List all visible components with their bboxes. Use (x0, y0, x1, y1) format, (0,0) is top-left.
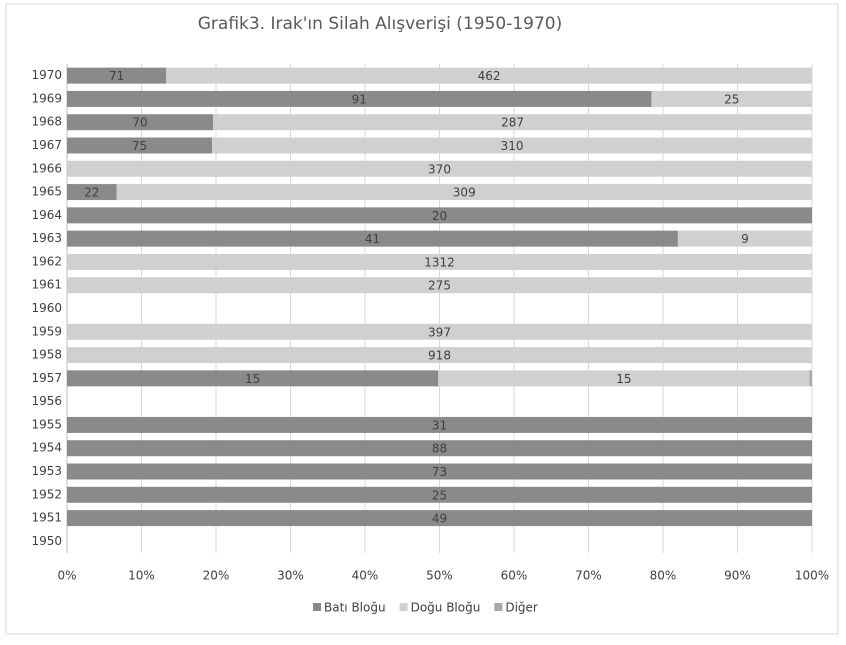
data-label: 275 (428, 279, 451, 293)
y-tick-label: 1954 (31, 441, 62, 455)
x-tick-label: 70% (575, 569, 602, 583)
data-label: 462 (478, 69, 501, 83)
y-tick-label: 1969 (31, 91, 62, 105)
bar-segment (67, 416, 812, 433)
y-tick-label: 1970 (31, 68, 62, 82)
data-label: 9 (741, 232, 749, 246)
y-tick-label: 1960 (31, 301, 62, 315)
y-tick-label: 1958 (31, 348, 62, 362)
data-label: 75 (132, 139, 147, 153)
data-label: 370 (428, 162, 451, 176)
y-tick-label: 1950 (31, 534, 62, 548)
data-label: 49 (432, 512, 447, 526)
x-tick-label: 90% (724, 569, 751, 583)
x-tick-label: 0% (57, 569, 76, 583)
bar-segment (67, 160, 812, 177)
data-label: 91 (352, 92, 367, 106)
bar-segment (677, 230, 812, 247)
legend-swatch (313, 603, 321, 611)
y-tick-label: 1966 (31, 161, 62, 175)
data-label: 918 (428, 349, 451, 363)
bar-segment (67, 230, 678, 247)
x-tick-label: 50% (426, 569, 453, 583)
y-tick-label: 1952 (31, 487, 62, 501)
data-label: 41 (365, 232, 380, 246)
x-tick-label: 20% (203, 569, 230, 583)
data-label: 70 (132, 116, 147, 130)
y-tick-label: 1951 (31, 511, 62, 525)
bar-segment (651, 90, 812, 107)
bar-segment (67, 67, 167, 84)
y-tick-label: 1957 (31, 371, 62, 385)
legend-swatch (494, 603, 503, 611)
bar-segment (438, 370, 810, 387)
data-label: 20 (432, 209, 447, 223)
chart-frame (5, 3, 839, 635)
y-tick-label: 1964 (31, 208, 62, 222)
x-tick-label: 30% (277, 569, 304, 583)
y-tick-label: 1955 (31, 417, 62, 431)
y-tick-label: 1962 (31, 254, 62, 268)
data-label: 310 (501, 139, 524, 153)
bar-segment (67, 463, 812, 480)
y-tick-label: 1968 (31, 115, 62, 129)
y-tick-label: 1963 (31, 231, 62, 245)
bar-segment (213, 114, 812, 131)
data-label: 25 (724, 92, 739, 106)
legend-label: Batı Bloğu (324, 601, 386, 615)
x-tick-label: 60% (501, 569, 528, 583)
data-label: 73 (432, 465, 447, 479)
bar-segment (67, 347, 812, 364)
y-tick-label: 1959 (31, 324, 62, 338)
chart-title: Grafik3. Irak'ın Silah Alışverişi (1950-… (198, 14, 563, 34)
data-label: 15 (245, 372, 260, 386)
y-tick-label: 1956 (31, 394, 62, 408)
data-label: 25 (432, 488, 447, 502)
bar-segment (67, 486, 812, 503)
data-label: 1312 (424, 255, 455, 269)
legend-label: Diğer (505, 601, 538, 615)
x-tick-label: 80% (650, 569, 677, 583)
x-tick-label: 10% (128, 569, 155, 583)
bar-segment (212, 137, 812, 154)
x-tick-label: 100% (795, 569, 829, 583)
y-tick-label: 1965 (31, 185, 62, 199)
bar-segment (67, 90, 652, 107)
bar-segment (67, 510, 812, 527)
data-label: 71 (109, 69, 124, 83)
bar-segment (67, 184, 117, 201)
data-label: 309 (453, 186, 476, 200)
data-label: 287 (501, 116, 524, 130)
bar-segment (67, 207, 812, 224)
bar-segment (809, 370, 812, 387)
bar-segment (67, 277, 812, 294)
bar-segment (67, 370, 439, 387)
bar-segment (67, 440, 812, 457)
y-tick-label: 1967 (31, 138, 62, 152)
y-tick-label: 1961 (31, 278, 62, 292)
bar-segment (67, 114, 214, 131)
bar-segment (67, 323, 812, 340)
bar-segment (116, 184, 813, 201)
legend-swatch (399, 603, 408, 611)
legend-label: Doğu Bloğu (411, 601, 481, 615)
bar-segment (166, 67, 813, 84)
data-label: 88 (432, 442, 447, 456)
y-tick-label: 1953 (31, 464, 62, 478)
data-label: 22 (84, 186, 99, 200)
bar-segment (67, 137, 213, 154)
x-tick-label: 40% (352, 569, 379, 583)
data-label: 397 (428, 325, 451, 339)
data-label: 15 (616, 372, 631, 386)
data-label: 31 (432, 418, 447, 432)
bar-segment (67, 253, 812, 270)
